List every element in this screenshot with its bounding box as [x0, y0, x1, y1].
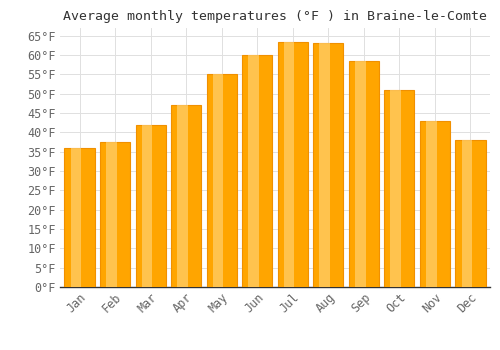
Bar: [320, 43, 330, 287]
Bar: [390, 90, 401, 287]
Bar: [384, 90, 414, 287]
Bar: [355, 61, 366, 287]
Bar: [213, 75, 224, 287]
Bar: [462, 140, 472, 287]
Bar: [248, 55, 259, 287]
Bar: [100, 142, 130, 287]
Bar: [284, 42, 294, 287]
Bar: [426, 121, 436, 287]
Bar: [206, 75, 237, 287]
Bar: [456, 140, 486, 287]
Bar: [420, 121, 450, 287]
Bar: [142, 125, 152, 287]
Title: Average monthly temperatures (°F ) in Braine-le-Comte: Average monthly temperatures (°F ) in Br…: [63, 10, 487, 23]
Bar: [70, 148, 81, 287]
Bar: [64, 148, 94, 287]
Bar: [171, 105, 202, 287]
Bar: [177, 105, 188, 287]
Bar: [106, 142, 117, 287]
Bar: [136, 125, 166, 287]
Bar: [348, 61, 379, 287]
Bar: [278, 42, 308, 287]
Bar: [242, 55, 272, 287]
Bar: [313, 43, 344, 287]
